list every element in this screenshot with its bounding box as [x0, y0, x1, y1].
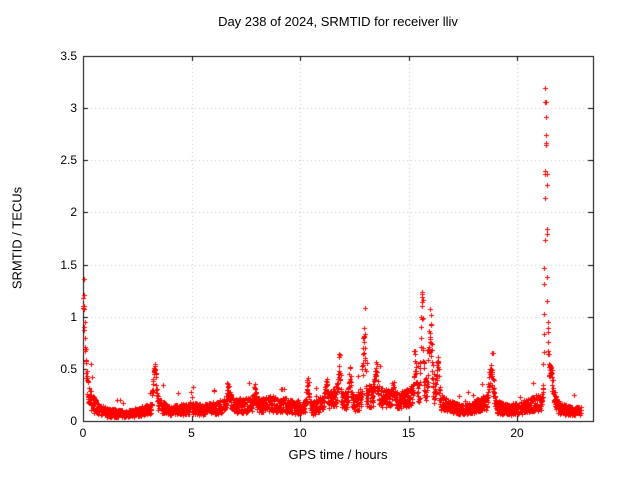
y-tick-label: 0: [70, 414, 77, 428]
y-tick-label: 1: [70, 309, 77, 324]
x-tick-label: 20: [510, 426, 524, 440]
y-tick-label: 0.5: [60, 361, 77, 376]
y-tick-label: 2: [70, 205, 77, 220]
chart-title: Day 238 of 2024, SRMTID for receiver lli…: [218, 14, 458, 29]
x-tick-label: 5: [188, 426, 195, 440]
x-axis-title: GPS time / hours: [288, 447, 388, 462]
x-tick-label: 10: [293, 426, 307, 440]
x-tick-label: 0: [79, 426, 87, 440]
y-tick-label: 3.5: [60, 49, 77, 63]
y-tick-label: 3: [70, 101, 77, 116]
y-tick-label: 2.5: [60, 153, 77, 168]
y-tick-label: 1.5: [60, 257, 77, 272]
y-axis-title: SRMTID / TECUs: [9, 186, 25, 290]
x-tick-label: 15: [401, 426, 416, 440]
